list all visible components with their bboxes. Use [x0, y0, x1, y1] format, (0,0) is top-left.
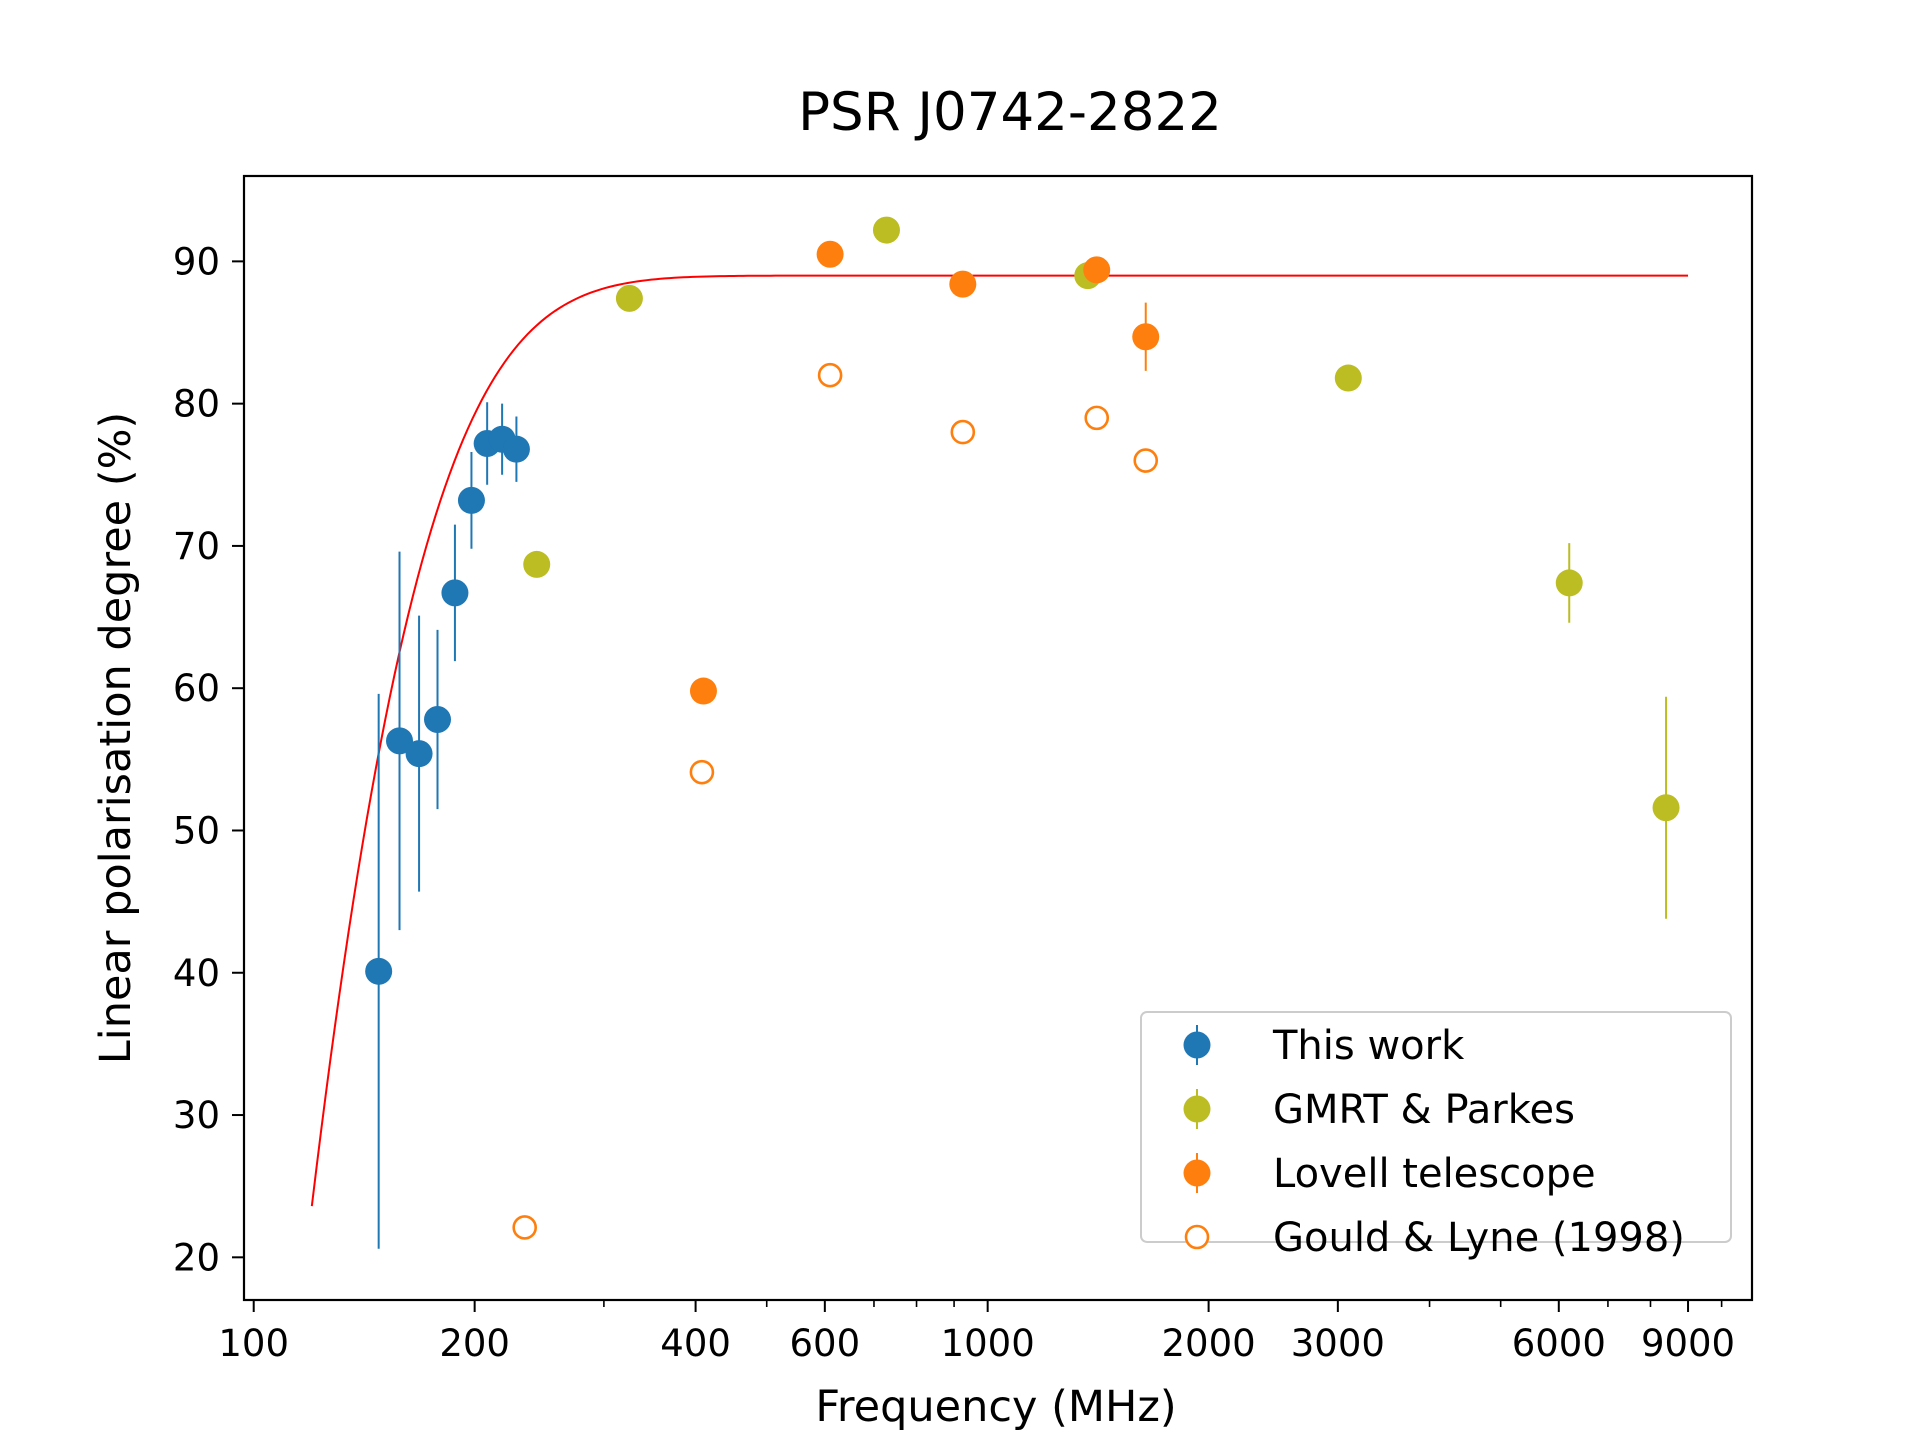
legend-label: GMRT & Parkes	[1273, 1087, 1575, 1133]
x-axis-label: Frequency (MHz)	[815, 1382, 1176, 1432]
y-tick-label: 60	[173, 667, 220, 710]
legend-marker	[1183, 1159, 1211, 1187]
x-tick-label: 200	[439, 1322, 510, 1365]
data-point-lovell-telescope	[949, 270, 977, 298]
y-tick-label: 90	[173, 240, 220, 283]
plot-frame	[242, 174, 1754, 1302]
x-tick-label: 1000	[941, 1322, 1035, 1365]
data-point-gmrt-parkes	[615, 284, 643, 312]
y-tick-label: 70	[173, 525, 220, 568]
data-point-this-work	[365, 957, 393, 985]
data-point-lovell-telescope	[1132, 323, 1160, 351]
data-point-gmrt-parkes	[1555, 569, 1583, 597]
data-point-gmrt-parkes	[1334, 364, 1362, 392]
x-tick-label: 400	[660, 1322, 731, 1365]
data-point-gould-lyne-1998	[689, 759, 715, 785]
data-point-gould-lyne-1998	[817, 362, 843, 388]
x-tick-label: 2000	[1162, 1322, 1256, 1365]
data-point-gmrt-parkes	[523, 550, 551, 578]
legend-marker	[1184, 1224, 1210, 1250]
y-tick-label: 40	[173, 952, 220, 995]
data-point-this-work	[386, 727, 414, 755]
legend-label: This work	[1272, 1023, 1465, 1069]
y-axis-label: Linear polarisation degree (%)	[91, 412, 141, 1064]
data-point-this-work	[424, 706, 452, 734]
x-tick-label: 9000	[1641, 1322, 1735, 1365]
x-tick-label: 600	[790, 1322, 861, 1365]
data-point-gmrt-parkes	[872, 216, 900, 244]
legend-marker	[1183, 1095, 1211, 1123]
legend-label: Lovell telescope	[1273, 1151, 1596, 1197]
data-point-lovell-telescope	[1083, 256, 1111, 284]
data-point-gould-lyne-1998	[1084, 405, 1110, 431]
legend-box	[1140, 1011, 1732, 1243]
x-tick-label: 3000	[1291, 1322, 1385, 1365]
legend-label: Gould & Lyne (1998)	[1273, 1215, 1685, 1261]
data-markers	[365, 216, 1680, 1240]
data-point-this-work	[441, 579, 469, 607]
y-tick-label: 50	[173, 809, 220, 852]
data-point-this-work	[457, 486, 485, 514]
legend: This work GMRT & Parkes Lovell telescope Go…	[1140, 1011, 1732, 1261]
chart-title: PSR J0742-2822	[798, 82, 1222, 143]
fit-line-layer	[310, 274, 1689, 1207]
legend-marker	[1183, 1031, 1211, 1059]
data-point-gould-lyne-1998	[1133, 448, 1159, 473]
y-axis-ticks: 20 30 40 50 60 70 80 90	[173, 240, 244, 1279]
y-tick-label: 30	[173, 1094, 220, 1137]
data-point-lovell-telescope	[689, 677, 717, 705]
data-point-gould-lyne-1998	[950, 419, 976, 445]
x-tick-label: 100	[218, 1322, 289, 1365]
legend-items: This work GMRT & Parkes Lovell telescope Go…	[1183, 1023, 1685, 1261]
x-tick-label: 6000	[1512, 1322, 1606, 1365]
fit-curve	[310, 274, 1689, 1207]
data-point-gmrt-parkes	[1652, 794, 1680, 822]
data-point-this-work	[502, 435, 530, 463]
data-point-gould-lyne-1998	[512, 1215, 537, 1240]
y-tick-label: 80	[173, 383, 220, 426]
data-point-lovell-telescope	[816, 240, 844, 268]
y-tick-label: 20	[173, 1236, 220, 1279]
x-axis-ticks: 100 200 400 600 1000 2000 3000 6000 9000	[218, 1300, 1735, 1365]
data-point-this-work	[405, 740, 433, 768]
